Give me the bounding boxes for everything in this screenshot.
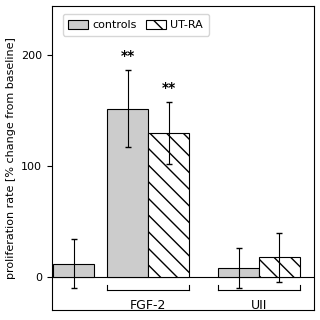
Text: UII: UII [251,299,267,312]
Bar [259,257,300,277]
Text: **: ** [162,81,176,95]
Bar [218,268,259,277]
Text: **: ** [121,49,135,63]
Bar [148,133,189,277]
Legend: controls, UT-RA: controls, UT-RA [63,14,209,36]
Y-axis label: proliferation rate [% change from baseline]: proliferation rate [% change from baseli… [5,37,16,279]
Bar [53,264,94,277]
Text: FGF-2: FGF-2 [130,299,166,312]
Bar [108,109,148,277]
